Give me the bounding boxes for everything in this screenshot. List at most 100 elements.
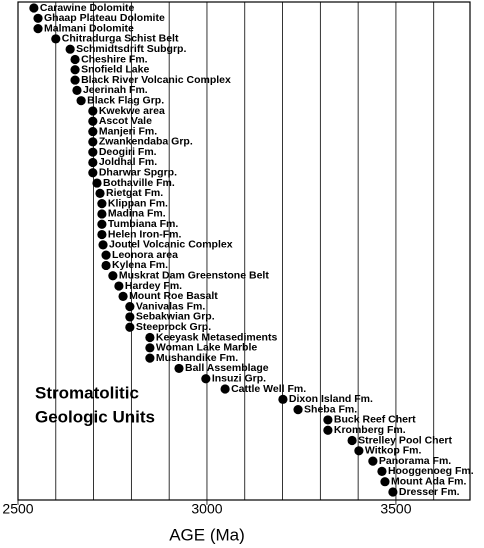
dot [114, 281, 124, 291]
unit-label: Ball Assemblage [185, 362, 269, 374]
unit-label: Schmidtsdrift Subgrp. [76, 43, 186, 55]
unit-label: Hardey Fm. [125, 280, 182, 292]
unit-label: Klippan Fm. [108, 197, 168, 209]
dot [88, 116, 98, 126]
unit-label: Black River Volcanic Complex [81, 74, 231, 86]
dot [97, 209, 107, 219]
unit-label: Bothaville Fm. [103, 177, 175, 189]
dot [88, 106, 98, 116]
unit-label: Chitradurga Schist Belt [62, 33, 179, 45]
unit-label: Malmani Dolomite [44, 22, 134, 34]
dot [293, 405, 303, 415]
unit-label: Ascot Vale [99, 115, 152, 127]
dot [95, 188, 105, 198]
unit-label: Keeyask Metasediments [156, 331, 278, 343]
unit-label: Mushandike Fm. [156, 352, 238, 364]
unit-label: Black Flag Grp. [87, 94, 164, 106]
dot [29, 3, 39, 13]
dot [145, 343, 155, 353]
unit-label: Cheshire Fm. [81, 53, 148, 65]
unit-label: Sheba Fm. [304, 403, 357, 415]
dot [174, 363, 184, 374]
unit-label: Tumbiana Fm. [108, 218, 178, 230]
x-tick-label: 2500 [2, 501, 33, 517]
unit-label: Dharwar Spgrp. [99, 167, 177, 179]
unit-label: Sebakwian Grp. [136, 311, 215, 323]
dot [70, 54, 80, 65]
unit-label: Cattle Well Fm. [231, 383, 306, 395]
unit-label: Dixon Island Fm. [289, 393, 373, 405]
annotation: Geologic Units [35, 407, 155, 426]
unit-label: Strelley Pool Chert [358, 434, 452, 446]
dot [88, 147, 98, 157]
unit-label: Kylena Fm. [112, 259, 168, 271]
unit-label: Insuzi Grp. [212, 373, 266, 385]
dot [201, 374, 211, 384]
unit-label: Joutel Volcanic Complex [109, 239, 233, 251]
unit-label: Dresser Fm. [399, 486, 460, 498]
dot [377, 466, 387, 477]
unit-label: Manjeri Fm. [99, 125, 157, 137]
dot [88, 157, 98, 168]
unit-label: Witkop Fm. [365, 445, 422, 457]
dot [76, 96, 86, 106]
x-tick-label: 3500 [380, 501, 411, 517]
dot [125, 302, 135, 312]
dot [220, 384, 230, 394]
dot [92, 178, 102, 188]
dot [88, 137, 98, 147]
dot [97, 219, 107, 229]
dot [278, 394, 288, 404]
unit-label: Muskrat Dam Greenstone Belt [119, 270, 269, 282]
unit-label: Joldhal Fm. [99, 156, 157, 168]
unit-label: Snofield Lake [81, 64, 149, 76]
dot [101, 260, 111, 271]
unit-label: Mount Roe Basalt [129, 290, 218, 302]
unit-label: Kromberg Fm. [334, 424, 406, 436]
unit-label: Carawine Dolomite [40, 2, 135, 14]
unit-label: Woman Lake Marble [156, 342, 257, 354]
unit-label: Zwankendaba Grp. [99, 136, 193, 148]
dot [88, 168, 98, 178]
unit-label: Panorama Fm. [379, 455, 451, 467]
dot [323, 425, 333, 435]
unit-label: Madina Fm. [108, 208, 166, 220]
dot [118, 291, 128, 301]
dot [97, 229, 107, 240]
unit-label: Vanivalas Fm. [136, 300, 206, 312]
dot [70, 75, 80, 85]
unit-label: Deogiri Fm. [99, 146, 157, 158]
dot [368, 456, 378, 466]
dot [72, 85, 82, 95]
dot [354, 446, 364, 456]
dot [101, 250, 111, 260]
x-axis-label: AGE (Ma) [169, 525, 245, 544]
unit-label: Rietgat Fm. [106, 187, 163, 199]
dot [145, 332, 155, 343]
dot [65, 44, 75, 54]
unit-label: Ghaap Plateau Dolomite [44, 12, 165, 24]
annotation: Stromatolitic [35, 383, 139, 402]
unit-label: Hooggenoeg Fm. [388, 465, 474, 477]
unit-label: Mount Ada Fm. [391, 475, 467, 487]
dot [88, 126, 98, 137]
dot [97, 199, 107, 209]
dot [33, 13, 43, 23]
dot [125, 322, 135, 332]
dot [70, 65, 80, 75]
dot [347, 435, 357, 446]
dot [125, 312, 135, 322]
dot [380, 477, 390, 487]
unit-label: Steeprock Grp. [136, 321, 211, 333]
dot [388, 487, 398, 497]
dot [51, 34, 61, 44]
dot [323, 415, 333, 425]
dot [145, 353, 155, 363]
unit-label: Jeerinah Fm. [83, 84, 148, 96]
unit-label: Buck Reef Chert [334, 414, 416, 426]
unit-label: Leonora area [112, 249, 178, 261]
dot [108, 271, 118, 281]
dot [98, 240, 108, 250]
unit-label: Helen Iron-Fm. [108, 228, 182, 240]
